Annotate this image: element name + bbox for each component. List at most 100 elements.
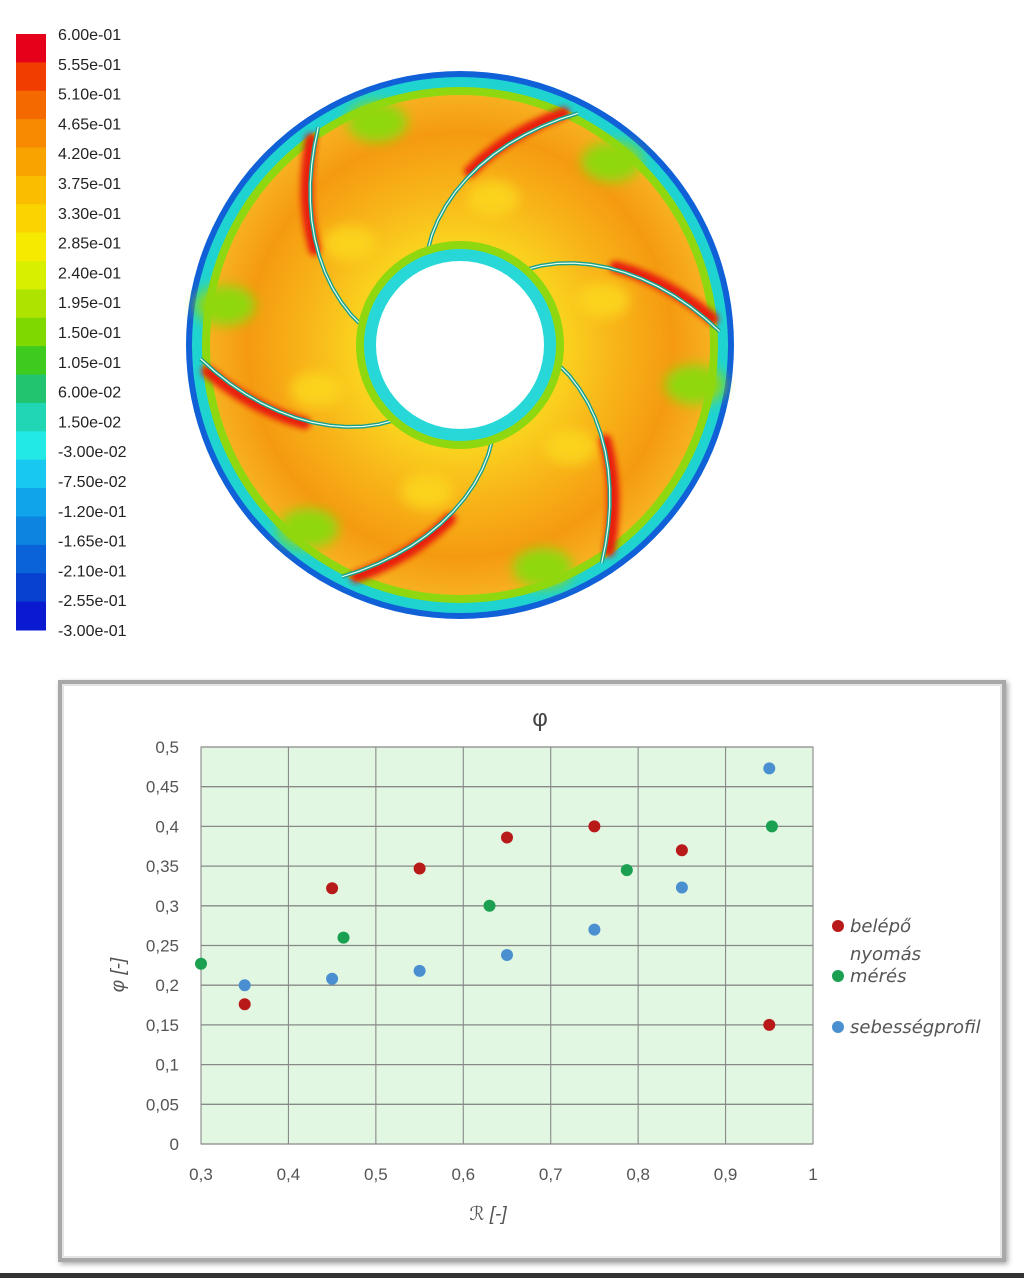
colorbar-label: 1.95e-01	[58, 295, 121, 312]
colorbar-swatch	[16, 147, 46, 177]
colorbar-label: 5.55e-01	[58, 57, 121, 74]
low-value-patch	[278, 508, 339, 549]
colorbar: 6.00e-01 5.55e-01 5.10e-01 4.65e-01 4.20e-01…	[16, 27, 127, 640]
data-point	[413, 964, 426, 977]
low-value-patch	[347, 102, 407, 142]
x-tick-label: 0,9	[714, 1165, 738, 1184]
colorbar-swatch	[16, 119, 46, 149]
colorbar-label: -2.10e-01	[58, 563, 127, 580]
data-point	[238, 998, 251, 1011]
colorbar-label: 3.75e-01	[58, 176, 121, 193]
high-value-streak	[300, 133, 321, 256]
high-value-streak	[599, 434, 620, 557]
x-tick-label: 0,7	[539, 1165, 563, 1184]
low-value-patch	[195, 285, 256, 326]
colorbar-label: -1.65e-01	[58, 534, 127, 551]
y-tick-label: 0,05	[146, 1095, 179, 1114]
bottom-rule	[0, 1273, 1024, 1278]
data-point	[238, 979, 251, 992]
data-point	[588, 820, 601, 833]
low-value-patch	[664, 364, 725, 405]
colorbar-label: 6.00e-02	[58, 385, 121, 402]
impeller-blade-edge	[341, 439, 493, 578]
mid-value-patch	[323, 225, 376, 262]
data-point	[763, 1018, 776, 1031]
impeller-blade-edge	[525, 262, 721, 332]
data-point	[620, 864, 633, 877]
y-tick-label: 0,25	[146, 937, 179, 956]
low-value-patch	[581, 141, 642, 182]
x-tick-label: 1	[808, 1165, 817, 1184]
low-value-patch	[513, 548, 573, 588]
chart-title: φ	[532, 705, 548, 732]
data-point	[326, 972, 339, 985]
colorbar-swatch	[16, 232, 46, 262]
colorbar-swatch	[16, 573, 46, 603]
y-axis-label: φ [-]	[108, 957, 129, 992]
colorbar-label: 1.50e-01	[58, 325, 121, 342]
high-value-streak	[609, 260, 719, 325]
colorbar-swatch	[16, 374, 46, 404]
y-tick-label: 0	[170, 1135, 179, 1154]
colorbar-swatch	[16, 544, 46, 574]
colorbar-swatch	[16, 431, 46, 461]
colorbar-swatch	[16, 204, 46, 234]
y-tick-label: 0,45	[146, 778, 179, 797]
colorbar-label: -7.50e-02	[58, 474, 127, 491]
data-point	[326, 882, 339, 895]
colorbar-label: -3.00e-01	[58, 623, 127, 640]
y-tick-label: 0,5	[155, 738, 179, 757]
y-tick-label: 0,35	[146, 857, 179, 876]
colorbar-swatch	[16, 346, 46, 376]
x-tick-label: 0,5	[364, 1165, 388, 1184]
x-tick-label: 0,6	[451, 1165, 475, 1184]
mid-value-patch	[466, 180, 519, 217]
data-point	[675, 881, 688, 894]
colorbar-label: 5.10e-01	[58, 87, 121, 104]
data-point	[501, 831, 513, 844]
colorbar-swatch	[16, 488, 46, 517]
data-point	[501, 949, 513, 961]
legend-marker	[832, 970, 844, 982]
y-tick-label: 0,1	[155, 1056, 179, 1075]
y-tick-label: 0,2	[155, 976, 179, 995]
x-axis-label: ℛ [-]	[469, 1204, 507, 1225]
data-point	[337, 931, 350, 944]
colorbar-label: 2.85e-01	[58, 236, 121, 253]
colorbar-label: -2.55e-01	[58, 593, 127, 610]
high-value-streak	[350, 512, 456, 583]
colorbar-swatch	[16, 459, 46, 489]
mid-value-patch	[577, 282, 630, 319]
colorbar-label: -3.00e-02	[58, 444, 127, 461]
colorbar-swatch	[16, 402, 46, 432]
impeller-blade-edge	[309, 126, 363, 327]
colorbar-swatch	[16, 601, 46, 631]
legend-marker	[832, 1021, 844, 1033]
impeller-blade-edge	[557, 363, 611, 564]
colorbar-label: 1.05e-01	[58, 355, 121, 372]
mid-value-patch	[290, 371, 343, 408]
colorbar-swatch	[16, 317, 46, 347]
colorbar-label: 3.30e-01	[58, 206, 121, 223]
y-tick-label: 0,4	[155, 817, 179, 836]
legend-entry: mérés	[850, 966, 906, 987]
x-tick-label: 0,3	[189, 1165, 213, 1184]
scatter-chart: 0 0,05 0,1 0,15 0,2 0,25 0,3 0,35 0,4 0,45 0,5 0,3 0…	[108, 705, 981, 1225]
mid-value-patch	[401, 473, 454, 510]
legend-entry: belépő nyomás	[850, 916, 921, 965]
impeller-blade-edge	[427, 112, 579, 251]
colorbar-swatch	[16, 516, 46, 546]
colorbar-swatch	[16, 62, 46, 92]
data-point	[675, 844, 688, 857]
data-point	[413, 862, 426, 875]
x-tick-label: 0,8	[626, 1165, 650, 1184]
colorbar-label: 6.00e-01	[58, 27, 121, 44]
data-point	[195, 957, 207, 970]
colorbar-swatch	[16, 175, 46, 205]
y-tick-label: 0,3	[155, 897, 179, 916]
data-point	[483, 899, 496, 912]
colorbar-label: 4.20e-01	[58, 146, 121, 163]
high-value-streak	[464, 107, 570, 178]
colorbar-label: 1.50e-02	[58, 414, 121, 431]
